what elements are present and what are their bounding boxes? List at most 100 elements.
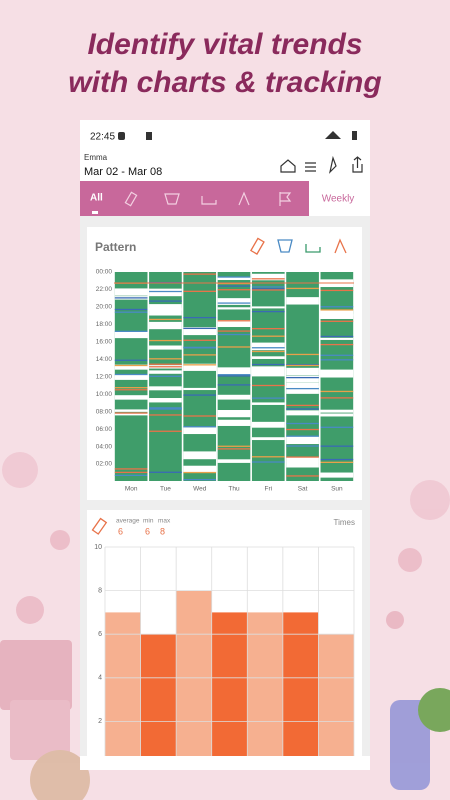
pattern-gap: [251, 356, 285, 359]
pattern-gap: [286, 457, 319, 462]
pattern-stripe: [149, 358, 182, 360]
y-tick-label: 2: [98, 718, 102, 725]
pattern-gap: [183, 451, 217, 460]
pattern-stripe: [320, 359, 354, 361]
pattern-stripe: [183, 273, 217, 275]
bar: [140, 634, 177, 756]
pattern-gap: [217, 459, 251, 463]
pattern-gap: [149, 307, 182, 316]
pattern-gap: [286, 297, 319, 305]
pattern-stripe: [251, 456, 285, 458]
pattern-stripe: [286, 475, 319, 477]
plot: [104, 546, 355, 756]
pattern-stripe: [183, 394, 217, 396]
pattern-stripe: [320, 335, 354, 338]
bar: [211, 612, 248, 756]
bar: [105, 612, 141, 756]
bar-chart: 2 4 6 8 10: [94, 544, 355, 756]
pattern-gap: [251, 437, 285, 441]
pattern-gap: [286, 461, 319, 468]
pattern-gap: [114, 409, 148, 412]
pattern-stripe: [217, 445, 251, 447]
pattern-stripe: [217, 289, 251, 291]
pattern-stripe: [183, 327, 217, 330]
pattern-gap: [114, 288, 148, 296]
pattern-column: [183, 272, 217, 481]
pattern-gap: [183, 328, 217, 336]
pattern-stripe: [251, 288, 285, 290]
y-tick-label: 6: [98, 631, 102, 638]
pattern-stripe: [217, 302, 251, 304]
pattern-gap: [217, 277, 251, 281]
pattern-gap: [251, 366, 285, 373]
day-label: Fri: [264, 486, 272, 493]
pattern-stripe: [183, 354, 217, 356]
pattern-stripe: [114, 311, 148, 313]
pattern-stripe: [217, 346, 251, 348]
day-label: Mon: [125, 486, 138, 493]
pattern-gap: [149, 321, 182, 330]
pattern-icons[interactable]: [250, 237, 347, 255]
tab-all[interactable]: All: [90, 193, 103, 204]
tab-icons[interactable]: [124, 191, 292, 207]
pattern-stripe: [217, 375, 251, 377]
y-tick-label: 18:00: [96, 321, 113, 328]
pattern-stripe: [149, 290, 182, 293]
pattern-gap: [114, 331, 148, 339]
pattern-gap: [217, 320, 251, 328]
header-icons[interactable]: [280, 155, 363, 174]
pattern-gap: [286, 376, 319, 383]
pattern-stripe: [251, 289, 285, 291]
pattern-stripe: [251, 328, 285, 330]
pattern-stripe: [286, 364, 319, 367]
pattern-stripe: [286, 456, 319, 458]
pattern-stripe: [286, 428, 319, 431]
pattern-stripe: [183, 364, 217, 366]
pattern-stripe: [320, 461, 354, 464]
pattern-gap: [286, 367, 319, 376]
stat-label: average: [116, 518, 140, 525]
pattern-stripe: [217, 320, 251, 322]
pattern-gap: [114, 395, 148, 400]
bar: [282, 612, 319, 756]
pattern-gap: [286, 382, 319, 387]
y-tick-label: 16:00: [96, 339, 113, 346]
pattern-stripe: [217, 276, 251, 278]
pattern-stripe: [114, 359, 148, 361]
tab-bar: [80, 181, 309, 216]
profile-name: Emma: [84, 153, 108, 162]
y-tick-label: 02:00: [96, 461, 113, 468]
pattern-gap: [217, 419, 251, 426]
pattern-stripe: [149, 300, 182, 302]
date-range[interactable]: Mar 02 - Mar 08: [84, 166, 162, 178]
pattern-stripe: [114, 330, 148, 332]
pattern-stripe: [183, 479, 217, 481]
y-tick-label: 04:00: [96, 443, 113, 450]
pattern-stripe: [320, 426, 354, 428]
pattern-stripe: [114, 412, 148, 414]
y-tick-label: 4: [98, 675, 102, 682]
pattern-stripe: [217, 285, 251, 287]
pattern-stripe: [251, 384, 285, 387]
pattern-stripe: [183, 316, 217, 319]
tab-weekly[interactable]: Weekly: [322, 194, 355, 205]
pattern-stripe: [217, 384, 251, 386]
day-label: Wed: [193, 486, 207, 493]
pattern-stripe: [183, 471, 217, 474]
unit-label: Times: [334, 518, 355, 527]
bar: [318, 634, 354, 756]
pattern-stripe: [149, 363, 182, 365]
day-label: Thu: [228, 486, 240, 493]
status-time: 22:45: [90, 132, 115, 143]
pattern-stripe: [183, 290, 217, 292]
pattern-gap: [217, 394, 251, 400]
pattern-stripe: [114, 471, 148, 474]
pattern-stripe: [114, 389, 148, 391]
pattern-gap: [114, 364, 148, 370]
pattern-gap: [114, 376, 148, 380]
pattern-stripe: [149, 366, 182, 368]
pattern-stripe: [286, 422, 319, 425]
decor: [0, 452, 450, 800]
pattern-stripe: [286, 404, 319, 407]
